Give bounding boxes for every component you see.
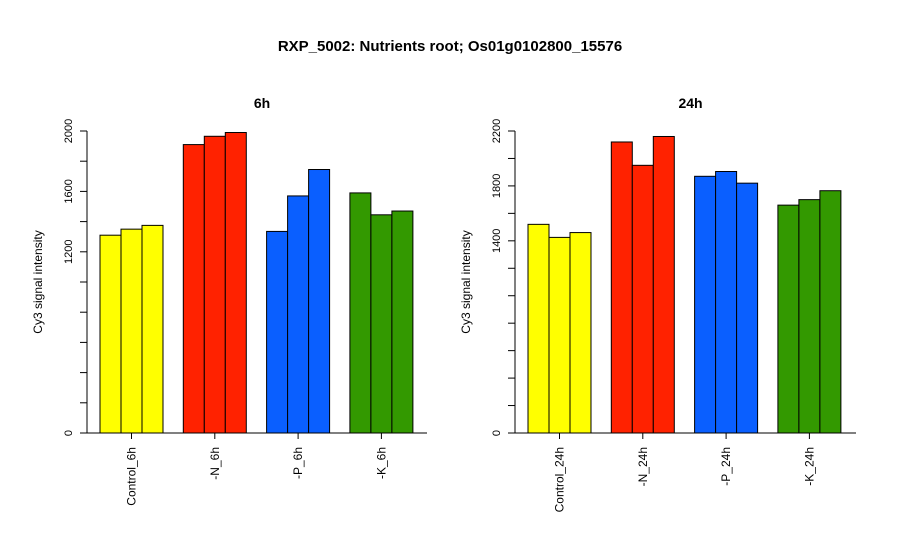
x-tick-label: -N_6h — [208, 447, 222, 480]
bar — [203, 135, 226, 434]
y-tick-label: 0 — [63, 430, 75, 436]
y-tick-label: 0 — [491, 430, 503, 436]
main-title: RXP_5002: Nutrients root; Os01g0102800_1… — [277, 38, 623, 55]
x-tick-label: -N_24h — [636, 447, 650, 486]
bar — [370, 214, 393, 434]
bar — [652, 135, 675, 434]
bar — [610, 141, 633, 434]
y-tick-label: 1800 — [491, 174, 503, 198]
bar — [631, 164, 654, 434]
bar — [308, 169, 331, 434]
bar — [569, 232, 592, 434]
x-tick-label: -K_24h — [802, 447, 816, 486]
y-tick-label: 1600 — [63, 179, 75, 203]
bar — [349, 192, 372, 434]
x-tick-label: Control_24h — [553, 447, 567, 512]
bar — [287, 195, 310, 434]
panel-0: 6h Cy3 signal intensity 0 1200 1600 2000 Contr… — [31, 95, 427, 506]
bar — [224, 132, 247, 434]
bar — [120, 228, 143, 434]
panel-title: 24h — [678, 95, 702, 111]
bar — [819, 190, 842, 434]
bar — [715, 170, 738, 434]
bar — [391, 210, 414, 434]
y-axis-label: Cy3 signal intensity — [459, 230, 473, 333]
y-tick-label: 1400 — [491, 229, 503, 253]
y-tick-label: 2200 — [491, 119, 503, 143]
bar — [548, 236, 571, 434]
bar — [777, 204, 800, 434]
x-tick-label: -K_6h — [374, 447, 388, 479]
panel-1: 24h Cy3 signal intensity 0 1400 1800 2200 Cont… — [459, 95, 856, 512]
x-tick-label: Control_6h — [125, 447, 139, 506]
y-tick-label: 1200 — [63, 240, 75, 264]
bar — [798, 199, 821, 434]
x-tick-label: -P_24h — [719, 447, 733, 486]
bar — [694, 175, 717, 434]
y-tick-label: 2000 — [63, 119, 75, 143]
bar — [736, 182, 759, 434]
y-axis-label: Cy3 signal intensity — [31, 230, 45, 333]
bar — [99, 234, 122, 434]
bar — [141, 224, 164, 434]
x-tick-label: -P_6h — [291, 447, 305, 479]
bar — [182, 144, 205, 434]
panel-title: 6h — [254, 95, 270, 111]
bar — [266, 230, 289, 434]
bar — [527, 223, 550, 434]
